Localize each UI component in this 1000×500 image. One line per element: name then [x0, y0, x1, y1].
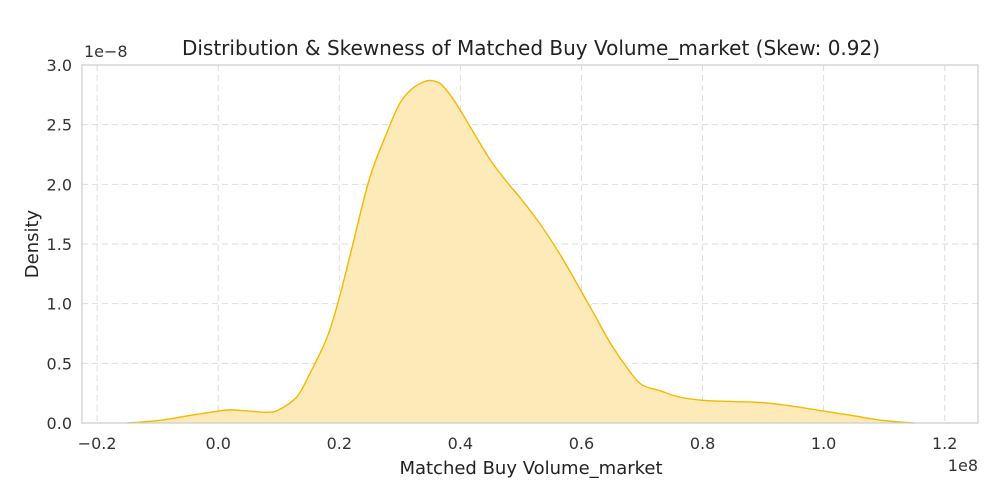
density-line: [127, 79, 915, 424]
x-tick-label: 0.4: [448, 434, 473, 453]
x-axis-ticks: −0.2 0.0 0.2 0.4 0.6 0.8 1.0 1.2: [78, 434, 958, 453]
x-axis-label: Matched Buy Volume_market: [399, 458, 662, 479]
x-tick-label: −0.2: [78, 434, 117, 453]
y-tick-label: 2.5: [47, 116, 72, 135]
x-tick-label: 1.2: [932, 434, 957, 453]
x-tick-label: 0.6: [569, 434, 594, 453]
chart-title: Distribution & Skewness of Matched Buy V…: [182, 36, 880, 60]
y-axis-ticks: 0.0 0.5 1.0 1.5 2.0 2.5 3.0: [47, 56, 72, 433]
density-area-fill: [127, 80, 915, 423]
y-tick-label: 3.0: [47, 56, 72, 75]
plot-frame: [81, 64, 979, 424]
y-tick-label: 0.0: [47, 414, 72, 433]
y-tick-label: 2.0: [47, 175, 72, 194]
y-tick-label: 1.5: [47, 235, 72, 254]
x-offset-label: 1e8: [948, 456, 978, 475]
x-tick-label: 0.0: [205, 434, 230, 453]
x-tick-label: 0.8: [690, 434, 715, 453]
x-tick-label: 0.2: [327, 434, 352, 453]
density-series: [127, 79, 915, 424]
y-offset-label: 1e−8: [84, 42, 128, 61]
y-tick-label: 0.5: [47, 354, 72, 373]
y-axis-label: Density: [22, 209, 43, 278]
x-tick-label: 1.0: [811, 434, 836, 453]
y-tick-label: 1.0: [47, 295, 72, 314]
